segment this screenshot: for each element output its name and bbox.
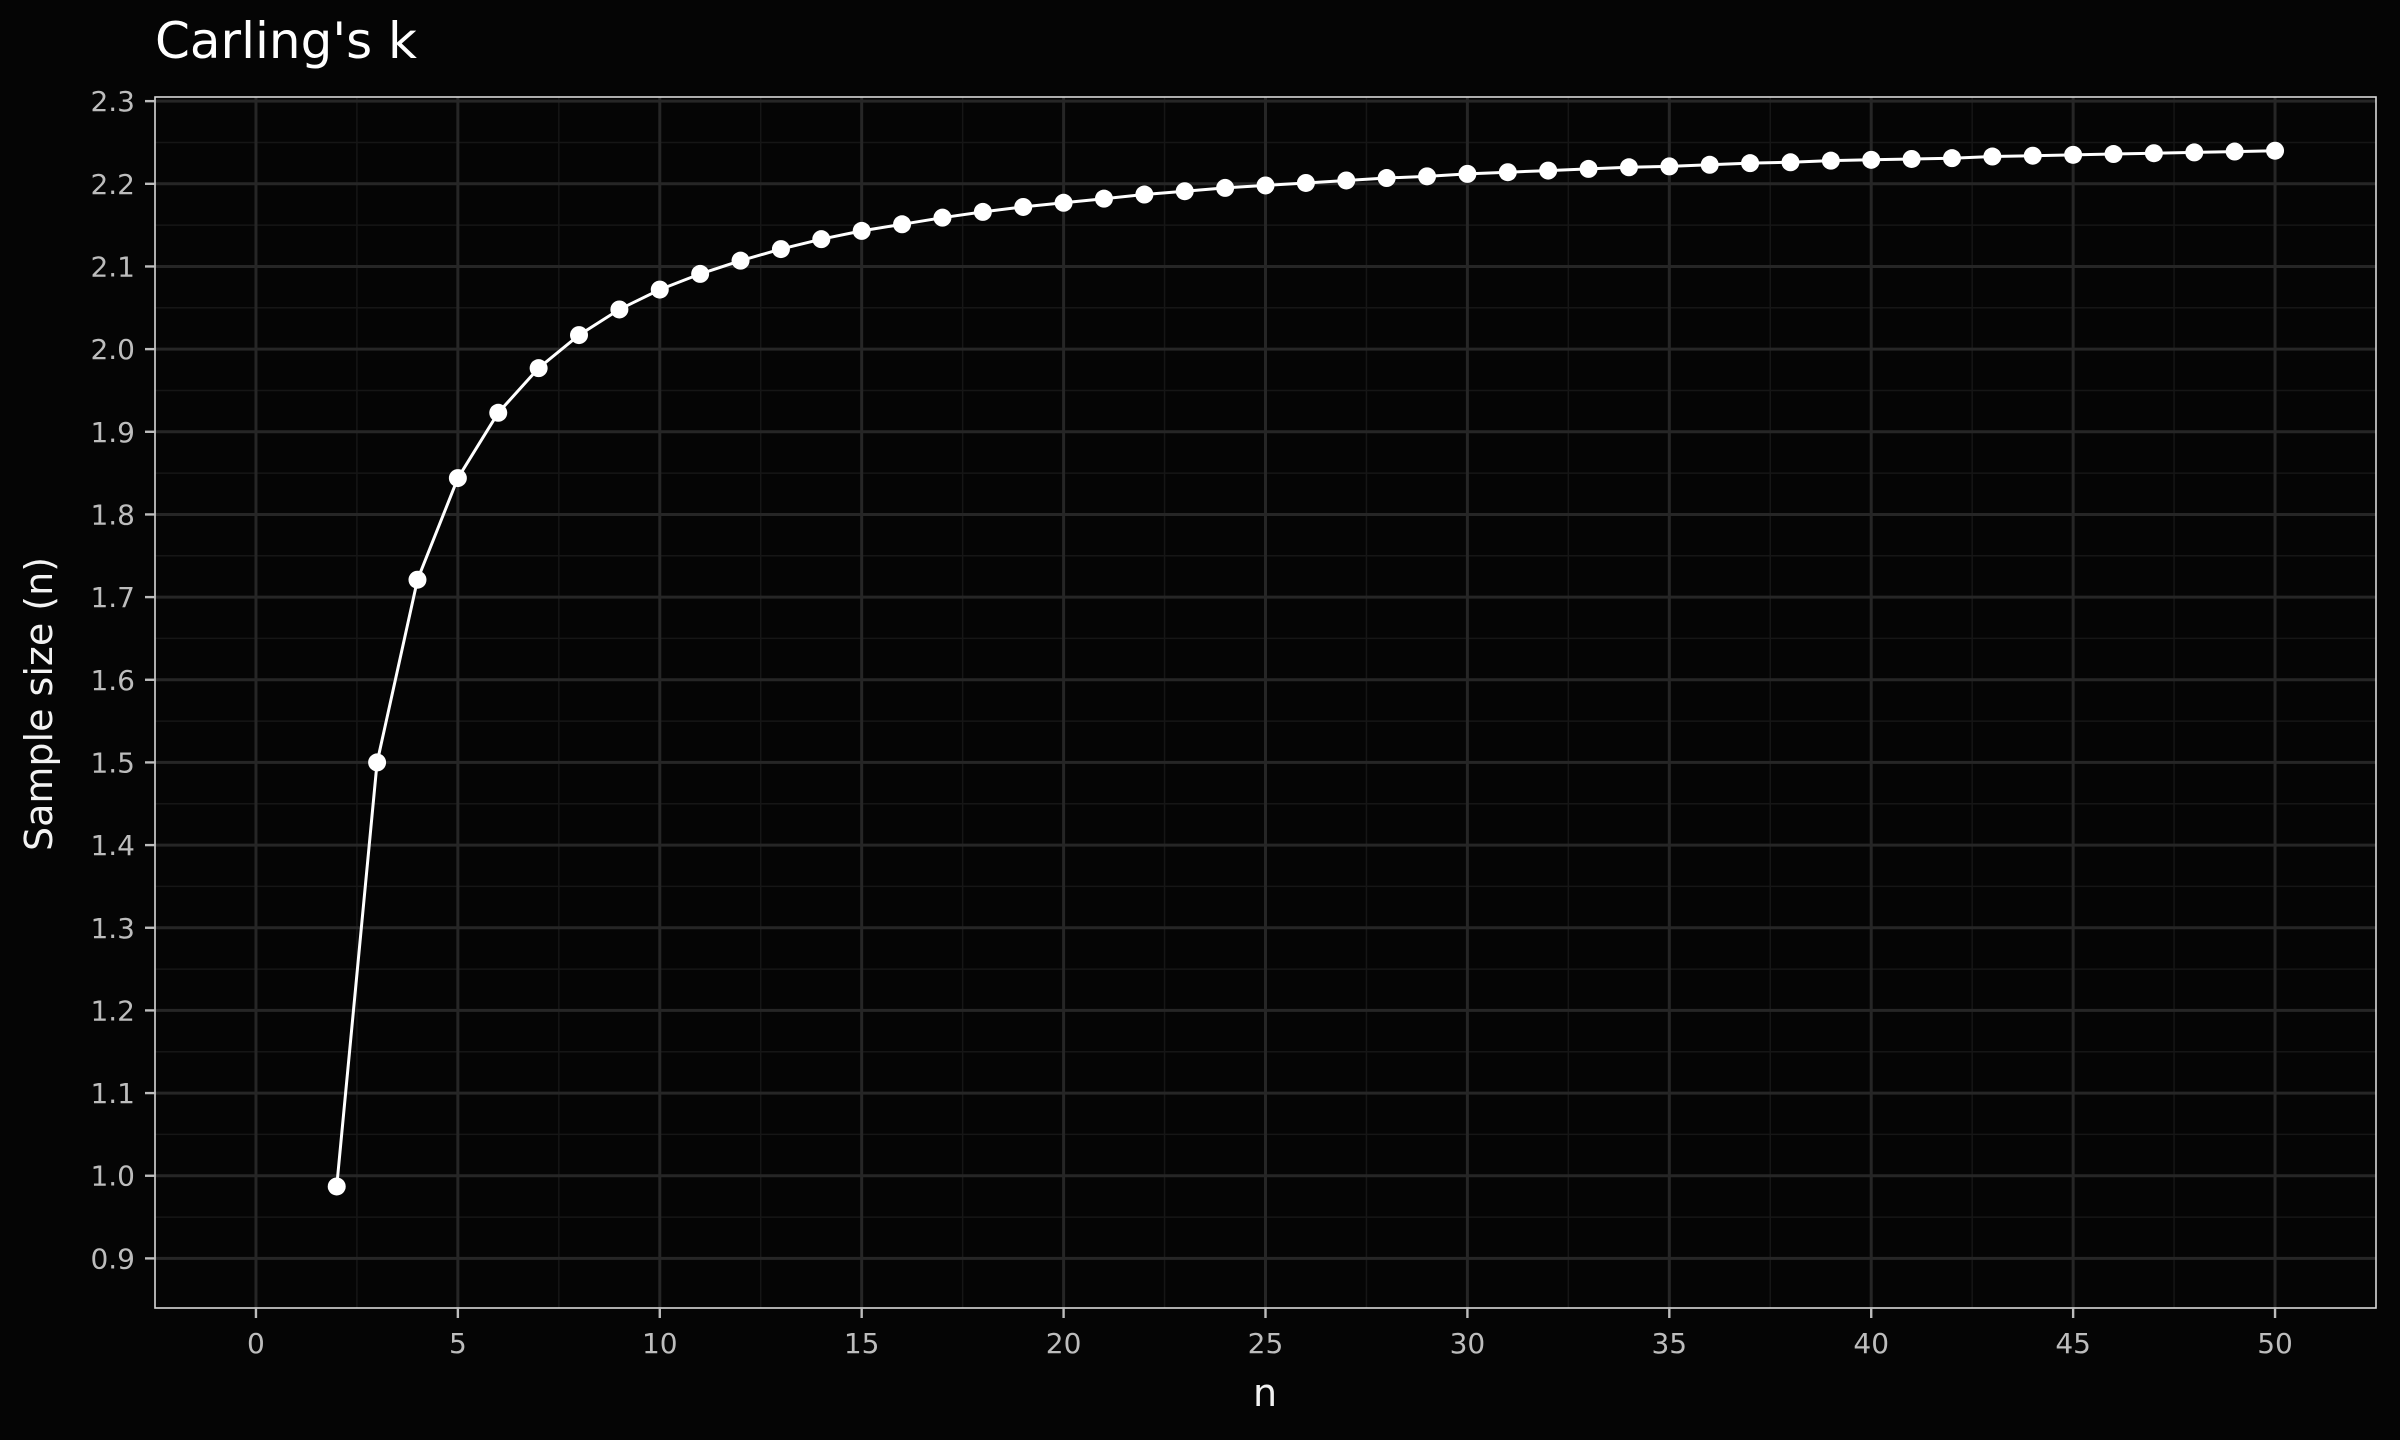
data-point	[1014, 197, 1033, 216]
x-tick-label: 35	[1651, 1327, 1687, 1360]
data-point	[408, 570, 427, 589]
data-point	[650, 280, 669, 299]
x-tick-label: 20	[1046, 1327, 1082, 1360]
data-point	[448, 469, 467, 488]
data-point	[812, 230, 831, 249]
data-point	[1296, 173, 1315, 192]
y-tick-label: 1.5	[90, 746, 135, 779]
data-point	[2185, 143, 2204, 162]
data-point	[771, 240, 790, 259]
data-point	[1337, 171, 1356, 190]
x-tick-label: 25	[1248, 1327, 1284, 1360]
data-point	[2144, 144, 2163, 163]
x-tick-label: 30	[1450, 1327, 1486, 1360]
x-axis-title: n	[1253, 1371, 1277, 1415]
y-axis-title: Sample size (n)	[17, 557, 61, 851]
data-point	[691, 264, 710, 283]
chart-title: Carling's k	[155, 12, 417, 70]
x-tick-label: 15	[844, 1327, 880, 1360]
data-point	[1094, 189, 1113, 208]
axis-ticks: 0 5 10 15 20 25 30 35 40 45 50 0.9 1.0 1.1 1.2 1.3 1.4 1.…	[90, 85, 2292, 1360]
data-point	[327, 1177, 346, 1196]
data-point	[1418, 167, 1437, 186]
data-point	[489, 403, 508, 422]
data-point	[893, 215, 912, 234]
data-point	[1216, 178, 1235, 197]
data-point	[731, 251, 750, 270]
data-point	[1539, 161, 1558, 180]
data-point	[1862, 150, 1881, 169]
data-point	[1821, 151, 1840, 170]
x-tick-label: 40	[1853, 1327, 1889, 1360]
data-point	[529, 359, 548, 378]
data-point	[973, 202, 992, 221]
data-point	[1983, 147, 2002, 166]
data-point	[1377, 169, 1396, 188]
x-tick-label: 45	[2055, 1327, 2091, 1360]
data-point	[570, 326, 589, 345]
grid	[155, 97, 2376, 1308]
data-point	[1256, 176, 1275, 195]
data-point	[1902, 149, 1921, 168]
data-point	[1175, 182, 1194, 201]
data-point	[1054, 193, 1073, 212]
data-point	[2266, 141, 2285, 160]
data-point	[1942, 149, 1961, 168]
data-point	[2225, 142, 2244, 161]
y-tick-label: 2.0	[90, 333, 135, 366]
y-tick-label: 0.9	[90, 1242, 135, 1275]
y-tick-label: 1.1	[90, 1077, 135, 1110]
x-tick-label: 0	[247, 1327, 265, 1360]
y-tick-label: 1.4	[90, 829, 135, 862]
y-tick-label: 1.0	[90, 1160, 135, 1193]
data-point	[1700, 155, 1719, 174]
y-tick-label: 2.2	[90, 168, 135, 201]
x-tick-label: 50	[2257, 1327, 2293, 1360]
y-tick-label: 1.3	[90, 912, 135, 945]
y-tick-label: 1.9	[90, 416, 135, 449]
data-point	[1579, 159, 1598, 178]
x-tick-label: 10	[642, 1327, 678, 1360]
data-point	[610, 300, 629, 319]
data-point	[2064, 145, 2083, 164]
y-tick-label: 1.6	[90, 664, 135, 697]
data-point	[1458, 164, 1477, 183]
data-point	[1741, 154, 1760, 173]
data-point	[1619, 158, 1638, 177]
y-tick-label: 1.7	[90, 581, 135, 614]
data-point	[2023, 146, 2042, 165]
series-points	[327, 141, 2285, 1196]
x-tick-label: 5	[449, 1327, 467, 1360]
data-point	[1498, 163, 1517, 182]
data-point	[1660, 157, 1679, 176]
y-tick-label: 1.2	[90, 994, 135, 1027]
data-point	[1135, 185, 1154, 204]
data-point	[2104, 145, 2123, 164]
y-tick-label: 2.1	[90, 250, 135, 283]
data-point	[368, 753, 387, 772]
data-point	[1781, 153, 1800, 172]
y-tick-label: 2.3	[90, 85, 135, 118]
data-point	[933, 208, 952, 227]
data-point	[852, 221, 871, 240]
y-tick-label: 1.8	[90, 498, 135, 531]
